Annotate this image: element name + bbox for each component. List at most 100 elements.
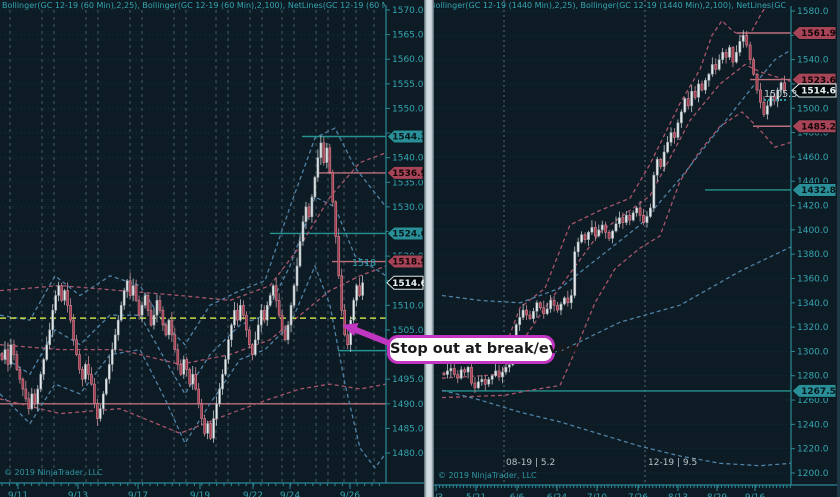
annotation-stop-out[interactable]: Stop out at break/even bbox=[387, 335, 578, 364]
left-time-axis[interactable] bbox=[0, 483, 386, 496]
candle-body bbox=[507, 364, 511, 368]
candle-body bbox=[242, 305, 245, 316]
candle-body bbox=[90, 373, 93, 385]
candle-body bbox=[679, 111, 683, 124]
candle-body bbox=[504, 366, 508, 373]
candle-body bbox=[569, 295, 573, 304]
candle-body bbox=[265, 305, 269, 321]
candle-body bbox=[538, 302, 542, 308]
candle-body bbox=[146, 295, 150, 311]
candle-body bbox=[75, 339, 78, 355]
candle-body bbox=[597, 229, 601, 237]
price-badge-1432.8 bbox=[791, 182, 837, 197]
left-candles bbox=[0, 135, 364, 443]
candle-body bbox=[752, 59, 756, 75]
candle-body bbox=[51, 309, 54, 331]
candle-body bbox=[161, 309, 165, 326]
y-tick-label: 1280.0 bbox=[797, 372, 829, 382]
candle-body bbox=[655, 159, 659, 176]
candle-body bbox=[642, 214, 645, 223]
candle-body bbox=[283, 329, 287, 341]
candle-body bbox=[456, 374, 460, 379]
panel-splitter[interactable] bbox=[424, 0, 434, 497]
candle-body bbox=[734, 52, 738, 63]
bb100-lower bbox=[0, 383, 387, 435]
candle-body bbox=[748, 44, 752, 60]
price-badge-value: 1432.8 bbox=[801, 186, 836, 196]
candle-body bbox=[149, 309, 153, 326]
candle-body bbox=[15, 354, 19, 370]
candle-body bbox=[325, 147, 329, 163]
candle-body bbox=[310, 196, 314, 218]
x-tick-label: 7/26 bbox=[628, 493, 648, 497]
candle-body bbox=[714, 64, 718, 70]
candle-body bbox=[525, 309, 528, 316]
bb25-lower bbox=[0, 264, 387, 469]
candle-body bbox=[119, 305, 123, 321]
candle-body bbox=[107, 364, 111, 380]
candle-body bbox=[122, 290, 126, 306]
candle-body bbox=[271, 285, 275, 296]
candle-body bbox=[12, 344, 16, 355]
candle-body bbox=[707, 73, 711, 81]
x-tick-label: 6/6 bbox=[510, 493, 525, 497]
y-tick-label: 1440.0 bbox=[797, 177, 829, 187]
candle-body bbox=[301, 221, 305, 242]
y-tick-label: 1495.0 bbox=[392, 375, 424, 385]
candle-body bbox=[473, 382, 477, 389]
y-tick-label: 1580.0 bbox=[797, 7, 829, 17]
candle-body bbox=[155, 300, 159, 316]
candle-body bbox=[24, 388, 28, 400]
x-tick-label: 9/13 bbox=[68, 491, 88, 497]
candle-body bbox=[236, 309, 239, 321]
bb100-upper bbox=[441, 49, 792, 304]
candle-body bbox=[476, 381, 480, 389]
candle-body bbox=[662, 151, 666, 167]
price-badge-value: 1536.9 bbox=[392, 169, 427, 179]
right-chart-canvas[interactable] bbox=[434, 0, 791, 485]
candle-body bbox=[343, 309, 347, 336]
candle-body bbox=[54, 295, 57, 311]
candle-body bbox=[535, 302, 539, 312]
candle-body bbox=[673, 132, 676, 138]
candle-body bbox=[268, 295, 272, 306]
candle-body bbox=[72, 319, 75, 341]
left-price-axis[interactable] bbox=[386, 0, 427, 483]
candle-body bbox=[33, 393, 37, 405]
candle-body bbox=[587, 231, 590, 240]
candle-body bbox=[233, 309, 236, 326]
candle-body bbox=[209, 423, 212, 439]
price-badge-value: 1523.6 bbox=[801, 76, 836, 86]
candle-body bbox=[131, 285, 135, 296]
price-badge-1544.3 bbox=[386, 129, 424, 144]
right-time-axis[interactable] bbox=[434, 485, 791, 497]
y-tick-label: 1500.0 bbox=[797, 104, 829, 114]
candle-body bbox=[158, 300, 162, 311]
candle-body bbox=[631, 212, 635, 221]
candle-body bbox=[666, 142, 670, 153]
candle-body bbox=[741, 35, 745, 42]
price-badge-1267.5 bbox=[791, 383, 837, 398]
candle-body bbox=[352, 300, 355, 321]
candle-body bbox=[340, 275, 344, 311]
y-tick-label: 1460.0 bbox=[797, 153, 829, 163]
candle-body bbox=[96, 403, 99, 419]
candle-body bbox=[645, 216, 649, 223]
price-badge-value: 1524.6 bbox=[392, 230, 427, 240]
candle-body bbox=[30, 393, 34, 409]
candle-body bbox=[621, 217, 625, 223]
candle-body bbox=[704, 79, 707, 91]
right-price-axis[interactable] bbox=[791, 0, 840, 485]
candle-body bbox=[27, 398, 31, 409]
candle-body bbox=[298, 241, 302, 267]
candle-body bbox=[230, 324, 233, 341]
price-badge-value: 1485.2 bbox=[801, 122, 836, 132]
candle-body bbox=[552, 300, 556, 306]
candle-body bbox=[295, 265, 299, 286]
left-chart-canvas[interactable] bbox=[0, 0, 386, 483]
price-badge-1518.9 bbox=[386, 254, 424, 269]
y-tick-label: 1320.0 bbox=[797, 323, 829, 333]
y-tick-label: 1560.0 bbox=[392, 55, 424, 65]
candle-body bbox=[182, 359, 186, 375]
candle-body bbox=[361, 282, 364, 296]
